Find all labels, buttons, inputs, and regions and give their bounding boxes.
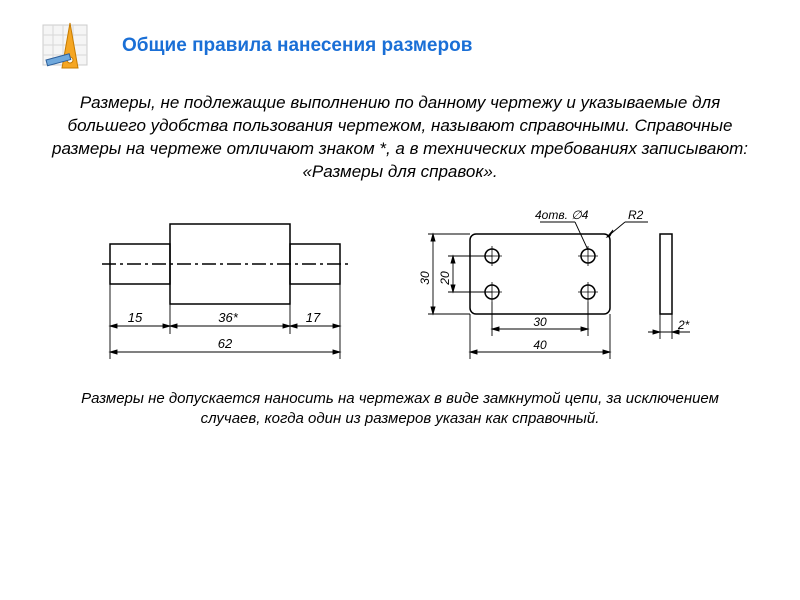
dim-36star: 36* bbox=[218, 310, 238, 325]
dim-30v: 30 bbox=[418, 271, 432, 285]
label-4holes: 4отв. ∅4 bbox=[535, 208, 589, 222]
drawing-left: 15 36* 17 62 bbox=[80, 214, 360, 374]
drawing-right: 4отв. ∅4 R2 30 20 bbox=[400, 204, 720, 374]
dim-20v: 20 bbox=[438, 271, 452, 286]
footer-paragraph: Размеры не допускается наносить на черте… bbox=[0, 379, 800, 430]
header: Общие правила нанесения размеров bbox=[0, 0, 800, 82]
drawings-row: 15 36* 17 62 bbox=[0, 199, 800, 379]
main-paragraph: Размеры, не подлежащие выполнению по дан… bbox=[0, 82, 800, 199]
label-r2: R2 bbox=[628, 208, 644, 222]
page-title: Общие правила нанесения размеров bbox=[122, 35, 472, 57]
dim-2star: 2* bbox=[677, 318, 690, 332]
dim-17: 17 bbox=[306, 310, 321, 325]
dim-40h: 40 bbox=[533, 338, 547, 352]
dim-15: 15 bbox=[128, 310, 143, 325]
dim-30h: 30 bbox=[533, 315, 547, 329]
drafting-tools-icon bbox=[40, 20, 92, 72]
dim-62: 62 bbox=[218, 336, 233, 351]
